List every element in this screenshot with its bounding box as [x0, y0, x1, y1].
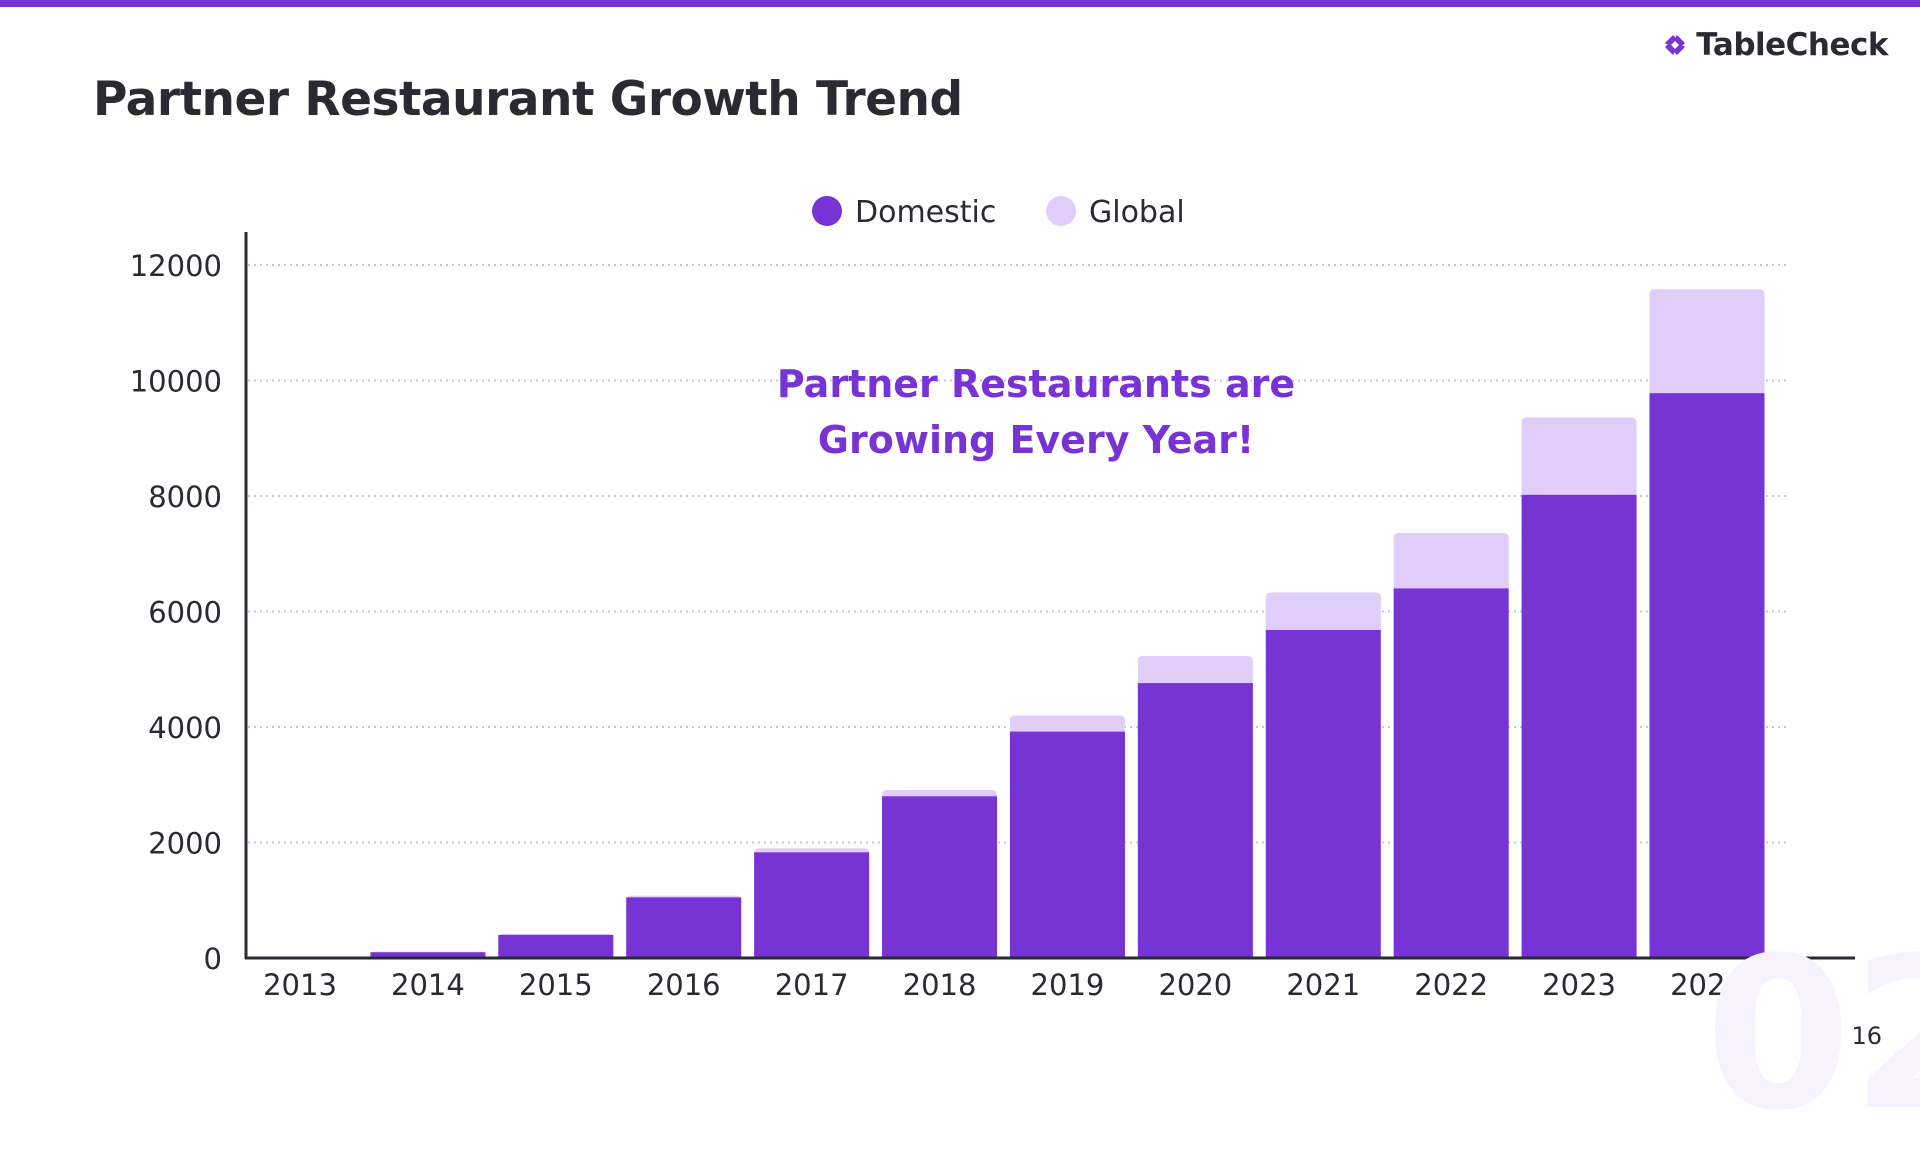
- y-tick-label: 2000: [148, 827, 222, 861]
- tablecheck-logo-icon: [1665, 35, 1685, 55]
- y-tick-label: 0: [204, 942, 222, 976]
- x-tick-label: 2020: [1158, 968, 1232, 1002]
- x-tick-label: 2015: [519, 968, 593, 1002]
- legend-swatch-domestic: [812, 196, 842, 226]
- x-tick-label: 2013: [263, 968, 337, 1002]
- x-tick-label: 2017: [775, 968, 849, 1002]
- bar-domestic-2022: [1393, 588, 1509, 958]
- y-tick-label: 10000: [130, 365, 222, 399]
- x-tick-label: 2023: [1542, 968, 1616, 1002]
- bar-domestic-2015: [498, 934, 614, 958]
- brand-name: TableCheck: [1696, 27, 1888, 63]
- x-tick-label: 2016: [647, 968, 721, 1002]
- y-tick-label: 4000: [148, 711, 222, 745]
- brand-logo: TableCheck: [1662, 24, 1888, 66]
- bar-domestic-2020: [1137, 683, 1253, 958]
- legend-swatch-global: [1046, 196, 1076, 226]
- legend-label-global: Global: [1089, 195, 1185, 230]
- chart-annotation-line: Partner Restaurants are: [777, 362, 1295, 406]
- y-tick-label: 12000: [130, 249, 222, 283]
- legend-label-domestic: Domestic: [855, 195, 996, 230]
- bar-domestic-2023: [1521, 494, 1637, 958]
- x-tick-label: 2014: [391, 968, 465, 1002]
- chart-annotation-line: Growing Every Year!: [818, 418, 1254, 462]
- bar-domestic-2021: [1265, 629, 1381, 958]
- bar-domestic-2014: [370, 952, 486, 958]
- x-tick-label: 2021: [1286, 968, 1360, 1002]
- section-number-watermark: 02: [1705, 912, 1920, 1157]
- page-number: 16: [1851, 1022, 1882, 1050]
- logo-mark-piece: [1665, 43, 1675, 55]
- top-accent-bar: [0, 0, 1920, 7]
- stacked-bar-chart: 0 2000 4000 6000 8000 10000 12000 2013 2014 2015 2…: [130, 195, 1855, 1002]
- x-tick-label: 2018: [903, 968, 977, 1002]
- bar-domestic-2017: [754, 852, 870, 958]
- x-tick-label: 2022: [1414, 968, 1488, 1002]
- bar-domestic-2016: [626, 897, 742, 958]
- bar-domestic-2019: [1009, 731, 1125, 958]
- x-tick-label: 2024: [1670, 968, 1744, 1002]
- x-tick-label: 2019: [1031, 968, 1105, 1002]
- y-tick-label: 8000: [148, 480, 222, 514]
- y-tick-label: 6000: [148, 596, 222, 630]
- bar-domestic-2018: [882, 796, 998, 958]
- bar-domestic-2024: [1649, 393, 1765, 959]
- page-title: Partner Restaurant Growth Trend: [93, 72, 963, 127]
